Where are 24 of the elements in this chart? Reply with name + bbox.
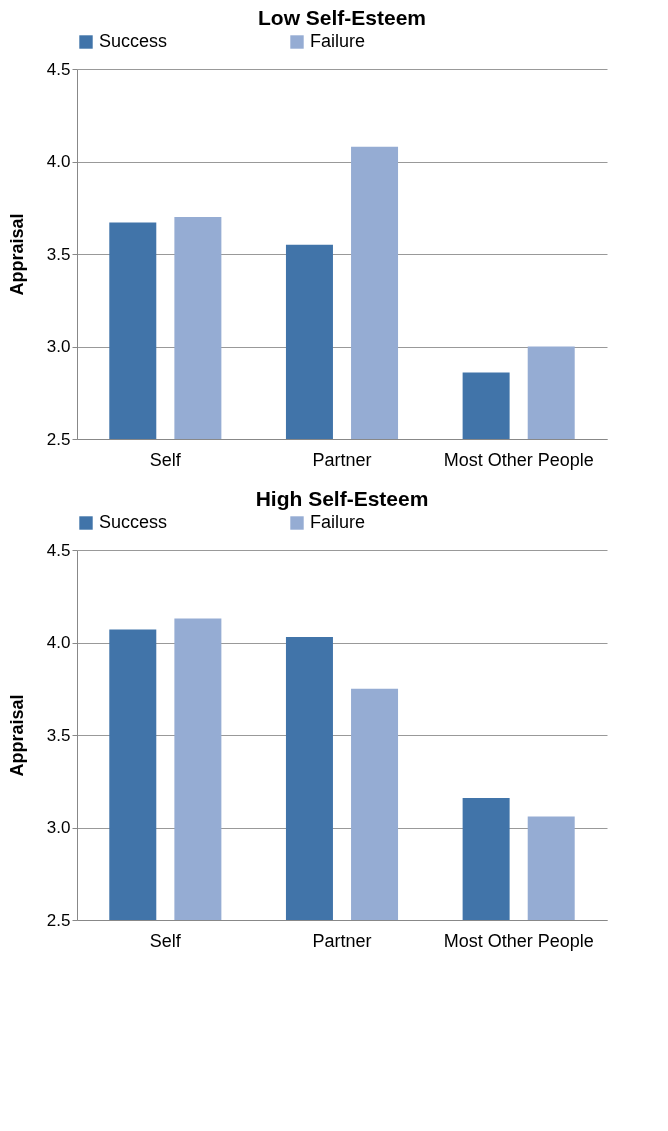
chart-title: High Self-Esteem [255,487,429,510]
x-tick-label: Self [149,930,182,951]
x-tick-label: Most Other People [443,449,594,470]
y-tick-label: 3.0 [46,337,71,356]
y-axis-title: Appraisal [6,213,27,296]
x-tick-label: Self [149,449,182,470]
y-tick-label: 4.0 [46,152,71,171]
legend-label: Success [99,31,168,51]
y-tick-label: 2.5 [46,429,71,449]
y-tick-label: 3.0 [46,818,71,837]
y-tick-label: 4.0 [46,633,71,652]
y-axis-title: Appraisal [6,694,27,777]
y-tick-label: 2.5 [46,910,71,930]
legend-label: Success [99,512,168,532]
x-tick-label: Partner [312,930,372,951]
y-tick-label: 4.5 [46,540,71,560]
legend-label: Failure [310,512,366,532]
y-tick-label: 3.5 [46,725,71,745]
y-tick-label: 4.5 [46,59,71,79]
x-tick-label: Most Other People [443,930,594,951]
legend-label: Failure [310,31,366,51]
chart-title: Low Self-Esteem [257,6,427,29]
y-tick-label: 3.5 [46,244,71,264]
x-tick-label: Partner [312,449,372,470]
